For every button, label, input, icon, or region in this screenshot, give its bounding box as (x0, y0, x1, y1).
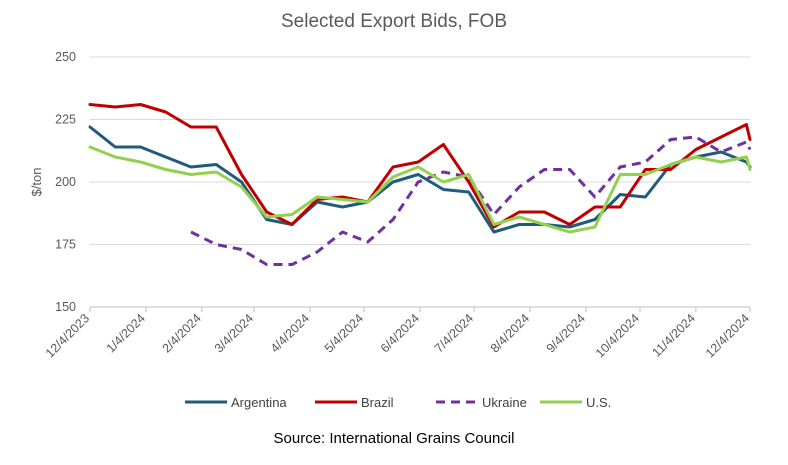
legend-label-ukraine: Ukraine (482, 395, 527, 410)
x-tick-label: 3/4/2024 (212, 311, 256, 355)
x-tick-label: 4/4/2024 (268, 311, 312, 355)
y-axis-label: $/ton (29, 168, 44, 197)
y-tick-label: 225 (55, 113, 76, 127)
x-tick-label: 10/4/2024 (593, 311, 642, 360)
x-tick-label: 6/4/2024 (378, 311, 422, 355)
x-tick-label: 8/4/2024 (488, 311, 532, 355)
series-layer (88, 103, 752, 266)
x-tick-label: 9/4/2024 (544, 311, 588, 355)
x-tick-label: 12/4/2024 (703, 311, 752, 360)
series-line-us (88, 145, 752, 234)
y-tick-label: 200 (55, 175, 76, 189)
legend: Argentina Brazil Ukraine U.S. (185, 395, 611, 410)
y-tick-label: 175 (55, 238, 76, 252)
x-tick-label: 7/4/2024 (432, 311, 476, 355)
legend-label-argentina: Argentina (231, 395, 287, 410)
x-tick-label: 1/4/2024 (104, 311, 148, 355)
x-tick-label: 2/4/2024 (160, 311, 204, 355)
source-note: Source: International Grains Council (274, 430, 515, 447)
y-tick-label: 150 (55, 300, 76, 314)
series-line-argentina (88, 125, 752, 234)
x-axis: 12/4/2023 1/4/2024 2/4/2024 3/4/2024 4/4/202… (43, 306, 752, 360)
y-axis-ticks: 150 175 200 225 250 (55, 50, 76, 314)
x-tick-label: 11/4/2024 (649, 311, 698, 360)
series-line-ukraine (190, 135, 752, 266)
x-tick-label: 5/4/2024 (322, 311, 366, 355)
y-tick-label: 250 (55, 50, 76, 64)
legend-label-us: U.S. (586, 395, 611, 410)
chart-title: Selected Export Bids, FOB (281, 11, 507, 32)
x-tick-label: 12/4/2023 (43, 311, 92, 360)
legend-label-brazil: Brazil (361, 395, 394, 410)
